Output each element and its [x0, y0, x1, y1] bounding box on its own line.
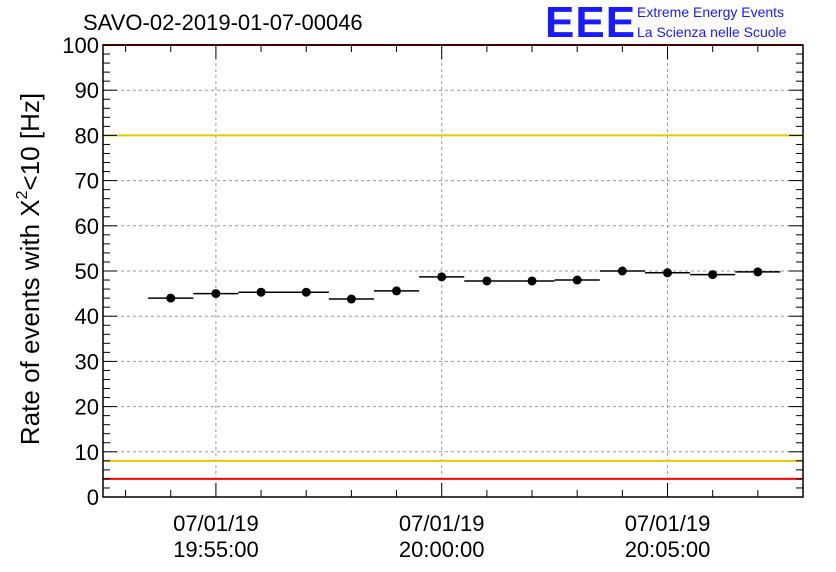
y-tick-label: 90 — [75, 78, 99, 103]
y-tick-label: 30 — [75, 349, 99, 374]
reference-lines — [103, 44, 803, 480]
logo-line-2: La Scienza nelle Scuole — [637, 24, 787, 40]
logo-line-1: Extreme Energy Events — [637, 4, 785, 20]
logo-mark: EEE — [545, 0, 637, 47]
y-tick-label: 70 — [75, 169, 99, 194]
x-tick-label-date: 07/01/19 — [399, 511, 485, 536]
x-tick-label-time: 19:55:00 — [173, 537, 259, 562]
y-tick-label: 80 — [75, 123, 99, 148]
axis-ticks — [103, 44, 804, 498]
data-point — [166, 293, 176, 303]
data-point — [211, 289, 221, 299]
x-tick-label-date: 07/01/19 — [173, 511, 259, 536]
data-point — [256, 287, 266, 297]
data-point — [708, 270, 718, 280]
y-tick-label: 20 — [75, 395, 99, 420]
grid — [103, 45, 803, 497]
data-point — [663, 268, 673, 278]
chart-title: SAVO-02-2019-01-07-00046 — [83, 10, 363, 35]
eee-logo: EEE Extreme Energy Events La Scienza nel… — [545, 0, 835, 47]
x-tick-label-time: 20:00:00 — [399, 537, 485, 562]
data-point — [617, 266, 627, 276]
data-point — [437, 272, 447, 282]
x-tick-label-time: 20:05:00 — [625, 537, 711, 562]
data-point — [572, 275, 582, 285]
x-tick-label-date: 07/01/19 — [625, 511, 711, 536]
y-axis-label-main: Rate of events with X — [15, 199, 45, 445]
y-tick-label: 10 — [75, 440, 99, 465]
data-point — [392, 286, 402, 296]
y-tick-labels: 0 10 20 30 40 50 60 70 80 90 100 — [62, 33, 99, 510]
data-point — [346, 294, 356, 304]
y-tick-label: 0 — [87, 485, 99, 510]
y-axis-label-tail: <10 [Hz] — [15, 93, 45, 191]
y-tick-label: 100 — [62, 33, 99, 58]
y-tick-label: 60 — [75, 214, 99, 239]
y-axis-label: Rate of events with X2<10 [Hz] — [14, 93, 45, 445]
y-tick-label: 40 — [75, 304, 99, 329]
data-point — [301, 287, 311, 297]
data-point — [482, 276, 492, 286]
y-axis-label-superscript: 2 — [14, 190, 31, 199]
x-tick-labels: 07/01/1919:55:0007/01/1920:00:0007/01/19… — [173, 511, 710, 562]
data-points — [148, 266, 781, 304]
y-tick-label: 50 — [75, 259, 99, 284]
data-point — [753, 267, 763, 277]
data-point — [527, 276, 537, 286]
